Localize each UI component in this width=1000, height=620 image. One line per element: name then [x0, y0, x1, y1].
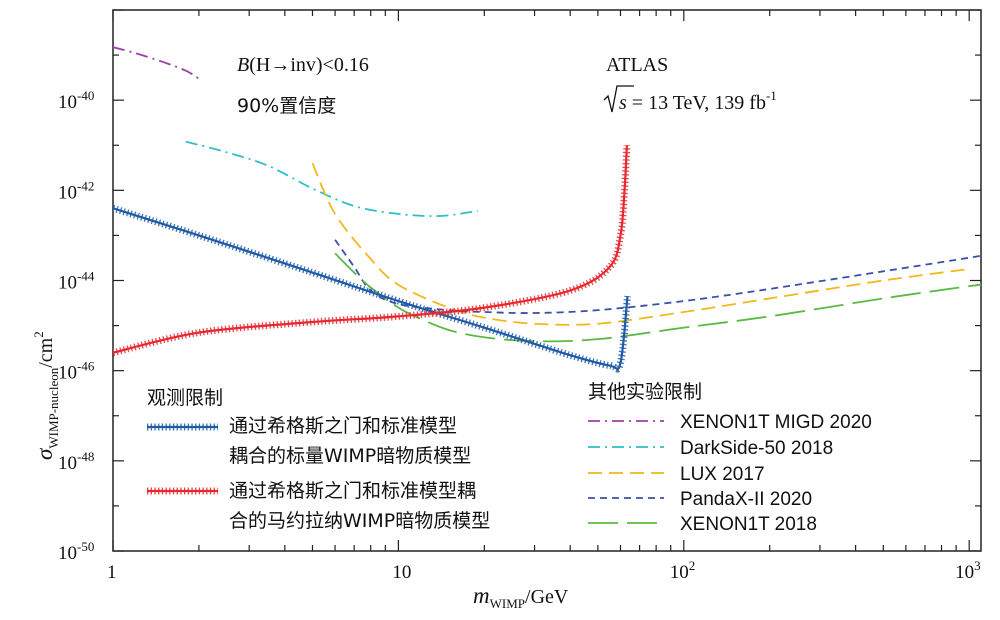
x-axis-label: mWIMP/GeV	[473, 583, 569, 611]
plot-frame	[112, 9, 982, 552]
axis-tick-labels: 1 10 102 103 10-40 10-42 10-44 10-46 10-48 10-50	[58, 88, 981, 583]
y-tick-label: 10-48	[58, 449, 94, 474]
annotation-higgs-limit: B(H→inv)<0.16	[237, 54, 369, 76]
legend-label-majorana-line1: 通过希格斯之门和标准模型耦	[229, 480, 476, 502]
series-group	[113, 46, 981, 373]
legend-label-darkside: DarkSide-50 2018	[680, 438, 833, 459]
annotation-experiment: ATLAS	[606, 54, 668, 76]
series-majorana	[113, 145, 631, 357]
legend-label-scalar-line1: 通过希格斯之门和标准模型	[229, 415, 457, 437]
y-axis-label: σWIMP-nucleon/cm2	[31, 331, 61, 460]
x-tick-label: 10	[392, 562, 411, 583]
series-darkside-line	[185, 140, 479, 217]
legend-label-pandax: PandaX-II 2020	[680, 489, 812, 510]
series-xenon1t-migd-line	[113, 46, 200, 80]
series-lux-line	[311, 162, 970, 326]
x-tick-label: 103	[955, 558, 981, 583]
y-tick-label: 10-46	[58, 359, 95, 384]
legend-label-majorana-line2: 合的马约拉纳WIMP暗物质模型	[229, 510, 490, 532]
x-tick-label: 1	[107, 562, 117, 583]
legend-label-xenon1t: XENON1T 2018	[680, 514, 817, 535]
legend-observed: 观测限制 通过希格斯之门和标准模型 耦合的标量WIMP暗物质模型 通过希格斯之门…	[147, 387, 490, 532]
legend-other: 其他实验限制 XENON1T MIGD 2020 DarkSide-50 201…	[588, 381, 872, 535]
legend-other-title: 其他实验限制	[588, 381, 702, 403]
legend-label-scalar-line2: 耦合的标量WIMP暗物质模型	[229, 445, 471, 467]
x-tick-label: 102	[670, 558, 696, 583]
annotation-energy: s = 13 TeV, 139 fb-1	[603, 85, 777, 114]
series-scalar	[113, 204, 631, 373]
axis-ticks	[112, 9, 981, 552]
series-scalar-line	[113, 207, 629, 371]
y-tick-label: 10-42	[58, 178, 94, 203]
legend-label-xenon1t-migd: XENON1T MIGD 2020	[680, 412, 872, 433]
legend-label-lux: LUX 2017	[680, 464, 765, 485]
legend-observed-title: 观测限制	[147, 387, 223, 409]
y-tick-label: 10-40	[58, 88, 94, 113]
annotation-confidence-level: 90%置信度	[237, 95, 336, 117]
y-tick-label: 10-50	[58, 539, 94, 564]
y-tick-label: 10-44	[58, 269, 95, 294]
series-majorana-line	[113, 145, 629, 354]
sqrt-symbol	[603, 85, 634, 113]
svg-text:s = 13 TeV, 139 fb-1: s = 13 TeV, 139 fb-1	[619, 88, 777, 114]
